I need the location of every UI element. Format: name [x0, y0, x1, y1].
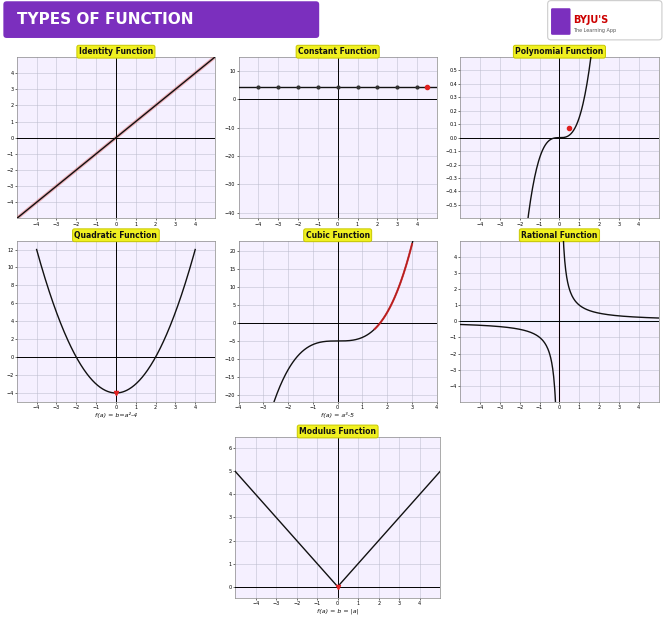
X-axis label: f(a) = b = |a|: f(a) = b = |a| [317, 608, 359, 614]
Text: TYPES OF FUNCTION: TYPES OF FUNCTION [17, 12, 194, 27]
Title: Modulus Function: Modulus Function [299, 427, 376, 436]
Title: Identity Function: Identity Function [79, 47, 153, 56]
X-axis label: f(a) =b=a: f(a) =b=a [100, 229, 132, 234]
Title: Cubic Function: Cubic Function [306, 231, 370, 240]
Title: Constant Function: Constant Function [298, 47, 377, 56]
Title: Quadratic Function: Quadratic Function [75, 231, 157, 240]
Title: Rational Function: Rational Function [521, 231, 597, 240]
X-axis label: f(a) = b = 4.5: f(a) = b = 4.5 [316, 229, 360, 234]
X-axis label: f(a) = b=a²-4: f(a) = b=a²-4 [95, 412, 137, 418]
X-axis label: f(a) = a³-5: f(a) = a³-5 [321, 412, 354, 418]
Text: BYJU'S: BYJU'S [573, 15, 608, 25]
Title: Polynomial Function: Polynomial Function [515, 47, 603, 56]
Text: The Learning App: The Learning App [573, 28, 616, 33]
